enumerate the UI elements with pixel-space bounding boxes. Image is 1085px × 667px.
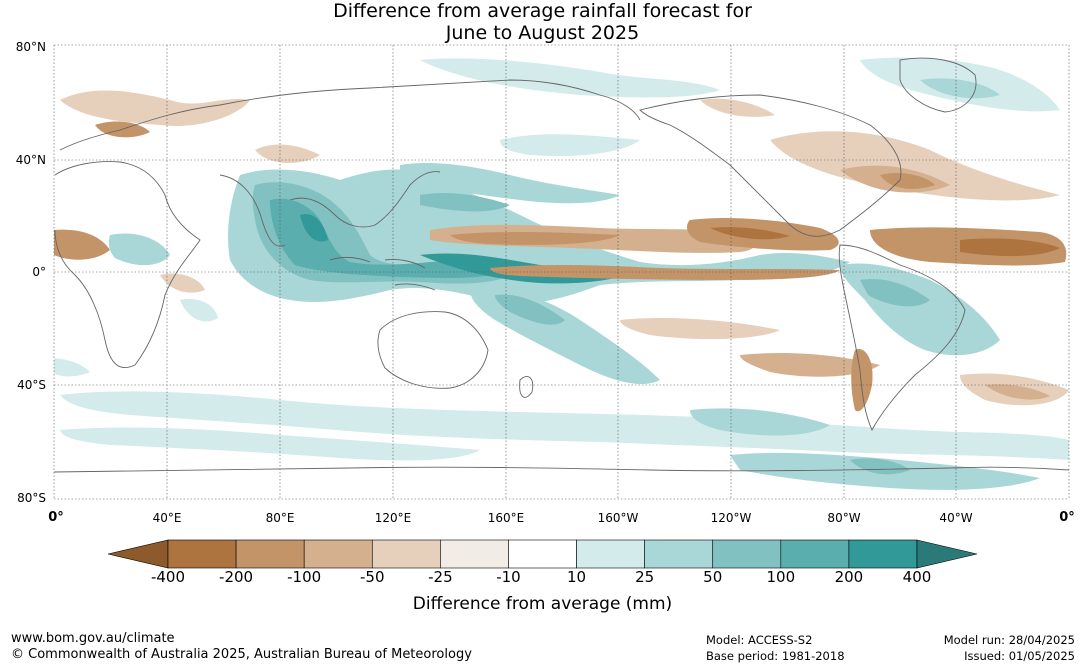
lon-label-0-east: 0° <box>1059 510 1075 525</box>
colorbar-swatch <box>371 539 441 569</box>
colorbar-swatch <box>167 539 237 569</box>
footer-issued: Issued: 01/05/2025 <box>964 649 1075 663</box>
footer-copyright: © Commonwealth of Australia 2025, Austra… <box>11 647 472 662</box>
footer-model-run: Model run: 28/04/2025 <box>943 633 1075 647</box>
lat-label-80n: 80°N <box>15 40 46 54</box>
colorbar-tick-label: 200 <box>834 568 864 586</box>
title-line-1: Difference from average rainfall forecas… <box>333 0 752 22</box>
lon-label-0-west: 0° <box>48 510 64 525</box>
graticule <box>53 44 1070 500</box>
colorbar-tick-label: -200 <box>219 568 254 586</box>
colorbar-tick-label: -100 <box>287 568 322 586</box>
colorbar-swatch <box>780 539 850 569</box>
lon-label-160w: 160°W <box>597 511 639 525</box>
colorbar-extend-low <box>107 539 169 569</box>
colorbar-swatch <box>712 539 782 569</box>
colorbar-tick-label: 25 <box>635 568 655 586</box>
colorbar-tick-label: -10 <box>496 568 521 586</box>
map-svg <box>53 44 1070 500</box>
lon-label-120e: 120°E <box>374 511 412 525</box>
colorbar-tick-label: -25 <box>428 568 453 586</box>
lat-label-80s: 80°S <box>17 491 46 505</box>
lat-label-40n: 40°N <box>15 153 46 167</box>
lon-label-120w: 120°W <box>710 511 752 525</box>
colorbar <box>107 539 978 569</box>
colorbar-tick-label: 50 <box>703 568 723 586</box>
colorbar-tick-label: 10 <box>566 568 587 586</box>
colorbar-swatch <box>303 539 373 569</box>
colorbar-title: Difference from average (mm) <box>412 594 673 614</box>
footer-url[interactable]: www.bom.gov.au/climate <box>11 631 175 646</box>
colorbar-tick-label: -400 <box>150 568 186 586</box>
coastlines <box>54 57 1069 473</box>
colorbar-swatch <box>644 539 714 569</box>
colorbar-swatch <box>508 539 577 569</box>
lon-label-40w: 40°W <box>939 511 973 525</box>
colorbar-swatch <box>576 539 645 569</box>
lon-label-40e: 40°E <box>152 511 182 525</box>
colorbar-swatch <box>440 539 509 569</box>
colorbar-tick-label: -50 <box>360 568 385 586</box>
footer-model: Model: ACCESS-S2 <box>706 633 813 647</box>
colorbar-swatch <box>235 539 305 569</box>
lon-label-80e: 80°E <box>265 511 295 525</box>
title-line-2: June to August 2025 <box>445 22 640 44</box>
lat-label-0: 0° <box>32 265 46 279</box>
rainfall-map: 80°N 40°N 0° 40°S 80°S 0° 40°E 80°E 120°… <box>15 40 1075 525</box>
colorbar-tick-label: 100 <box>766 568 796 586</box>
map-title: Difference from average rainfall forecas… <box>0 0 1085 44</box>
footer-base-period: Base period: 1981-2018 <box>706 649 845 663</box>
colorbar-swatch <box>848 539 918 569</box>
anomaly-field <box>54 57 1069 490</box>
lon-label-80w: 80°W <box>827 511 861 525</box>
colorbar-tick-label: 400 <box>902 568 932 586</box>
lat-label-40s: 40°S <box>17 378 46 392</box>
colorbar-extend-high <box>916 539 978 569</box>
lon-label-160e: 160°E <box>487 511 525 525</box>
